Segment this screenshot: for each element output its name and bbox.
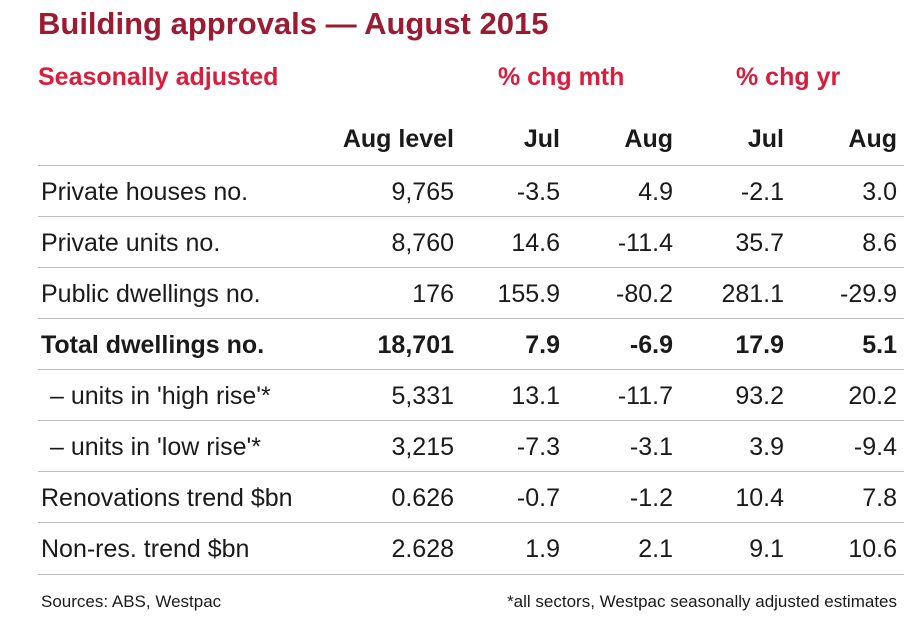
table-row: Private units no. 8,760 14.6 -11.4 35.7 …: [0, 217, 916, 268]
cell-yr-jul: 3.9: [749, 433, 784, 461]
column-header-aug-level: Aug level: [342, 125, 454, 153]
cell-aug-level: 3,215: [391, 433, 454, 461]
footnote: *all sectors, Westpac seasonally adjuste…: [507, 592, 897, 611]
cell-mth-aug: -11.7: [617, 382, 673, 410]
cell-mth-jul: 1.9: [525, 535, 560, 563]
table-row: Private houses no. 9,765 -3.5 4.9 -2.1 3…: [0, 166, 916, 217]
cell-mth-aug: -1.2: [629, 484, 673, 512]
row-label: Private houses no.: [41, 178, 249, 206]
table-divider: [38, 420, 904, 421]
cell-mth-aug: -11.4: [617, 229, 673, 257]
table-divider: [38, 318, 904, 319]
table-divider: [38, 522, 904, 523]
cell-yr-aug: 8.6: [862, 229, 897, 257]
cell-aug-level: 176: [412, 280, 454, 308]
cell-aug-level: 5,331: [391, 382, 454, 410]
column-header-mth-aug: Aug: [624, 125, 673, 153]
cell-mth-aug: -6.9: [629, 331, 673, 359]
row-label: Public dwellings no.: [41, 280, 261, 308]
cell-mth-jul: -0.7: [516, 484, 560, 512]
column-header-mth-jul: Jul: [523, 125, 560, 153]
cell-mth-aug: -3.1: [629, 433, 673, 461]
cell-yr-jul: 17.9: [735, 331, 784, 359]
cell-mth-aug: -80.2: [616, 280, 673, 308]
group-label-month: % chg mth: [498, 63, 625, 91]
row-label: Non-res. trend $bn: [41, 535, 250, 563]
column-header-yr-aug: Aug: [848, 125, 897, 153]
table-divider: [38, 574, 904, 575]
cell-yr-jul: -2.1: [740, 178, 784, 206]
subtitle: Seasonally adjusted: [38, 63, 279, 91]
cell-aug-level: 2.628: [391, 535, 454, 563]
row-label: Total dwellings no.: [41, 331, 265, 359]
cell-yr-aug: 3.0: [862, 178, 897, 206]
cell-yr-aug: -29.9: [840, 280, 897, 308]
cell-yr-jul: 281.1: [721, 280, 784, 308]
table-divider: [38, 369, 904, 370]
cell-yr-jul: 9.1: [749, 535, 784, 563]
table-divider: [38, 471, 904, 472]
cell-yr-jul: 10.4: [735, 484, 784, 512]
cell-mth-jul: 13.1: [511, 382, 560, 410]
column-header-yr-jul: Jul: [747, 125, 784, 153]
cell-mth-jul: 155.9: [497, 280, 560, 308]
cell-mth-jul: -3.5: [516, 178, 560, 206]
table-row: Renovations trend $bn 0.626 -0.7 -1.2 10…: [0, 472, 916, 523]
cell-aug-level: 8,760: [391, 229, 454, 257]
cell-yr-aug: 7.8: [862, 484, 897, 512]
table-row: – units in 'low rise'* 3,215 -7.3 -3.1 3…: [0, 421, 916, 472]
row-label: – units in 'low rise'*: [50, 433, 262, 461]
table-row: – units in 'high rise'* 5,331 13.1 -11.7…: [0, 370, 916, 421]
group-label-year: % chg yr: [736, 63, 841, 91]
cell-mth-aug: 4.9: [638, 178, 673, 206]
cell-mth-jul: 14.6: [511, 229, 560, 257]
cell-yr-aug: 20.2: [848, 382, 897, 410]
table-divider: [38, 216, 904, 217]
cell-yr-jul: 93.2: [735, 382, 784, 410]
table-row: Public dwellings no. 176 155.9 -80.2 281…: [0, 268, 916, 319]
row-label: Private units no.: [41, 229, 221, 257]
sources-note: Sources: ABS, Westpac: [41, 592, 222, 611]
table-divider: [38, 165, 904, 166]
cell-yr-aug: -9.4: [853, 433, 897, 461]
cell-yr-aug: 10.6: [848, 535, 897, 563]
cell-mth-jul: -7.3: [516, 433, 560, 461]
row-label: – units in 'high rise'*: [50, 382, 271, 410]
table-row-total: Total dwellings no. 18,701 7.9 -6.9 17.9…: [0, 319, 916, 370]
cell-aug-level: 9,765: [391, 178, 454, 206]
table-divider: [38, 267, 904, 268]
cell-yr-jul: 35.7: [735, 229, 784, 257]
table-row: Non-res. trend $bn 2.628 1.9 2.1 9.1 10.…: [0, 523, 916, 574]
cell-aug-level: 18,701: [377, 331, 454, 359]
row-label: Renovations trend $bn: [41, 484, 293, 512]
cell-mth-jul: 7.9: [525, 331, 560, 359]
cell-aug-level: 0.626: [391, 484, 454, 512]
cell-mth-aug: 2.1: [638, 535, 673, 563]
page-title: Building approvals — August 2015: [38, 6, 549, 41]
cell-yr-aug: 5.1: [862, 331, 897, 359]
